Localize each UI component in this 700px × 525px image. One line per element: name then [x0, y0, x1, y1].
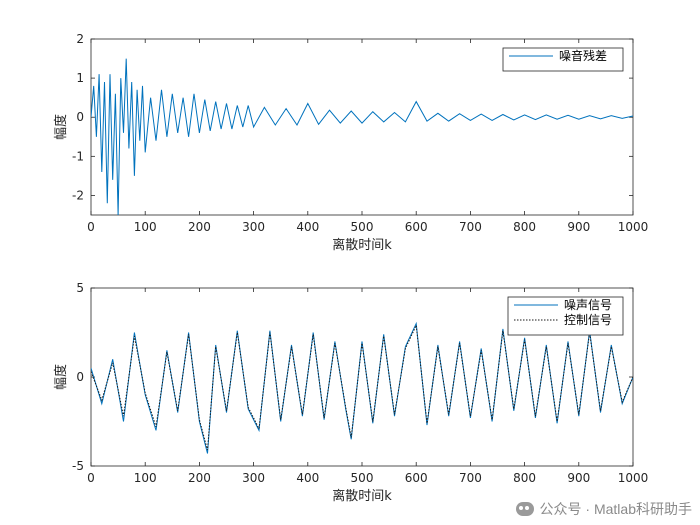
- x-tick-label: 400: [296, 471, 319, 485]
- y-tick-label: 2: [76, 32, 84, 46]
- legend-label: 控制信号: [564, 313, 612, 327]
- x-tick-label: 100: [134, 471, 157, 485]
- x-tick-label: 0: [87, 220, 95, 234]
- x-axis-label: 离散时间k: [332, 488, 392, 504]
- legend-box: [502, 47, 624, 72]
- x-tick-label: 200: [188, 220, 211, 234]
- x-tick-label: 500: [351, 471, 374, 485]
- x-tick-label: 500: [351, 220, 374, 234]
- x-tick-label: 300: [242, 471, 265, 485]
- x-tick-label: 900: [567, 220, 590, 234]
- x-tick-label: 400: [296, 220, 319, 234]
- x-tick-label: 600: [405, 471, 428, 485]
- y-axis-label: 幅度: [53, 364, 69, 390]
- x-tick-label: 200: [188, 471, 211, 485]
- legend-label: 噪音残差: [559, 48, 607, 63]
- series-line-1: [91, 58, 633, 215]
- x-axis-label: 离散时间k: [332, 237, 392, 253]
- x-tick-label: 800: [513, 471, 536, 485]
- x-tick-label: 1000: [618, 471, 649, 485]
- watermark-text: 公众号 · Matlab科研助手: [539, 501, 692, 517]
- legend-box: [507, 296, 624, 336]
- x-tick-label: 900: [567, 471, 590, 485]
- x-tick-label: 0: [87, 471, 95, 485]
- plot-noise-and-control: 0 100 200 300 400 500 600 700 800 900 1000-505离散时间…: [53, 281, 648, 504]
- x-tick-label: 700: [459, 220, 482, 234]
- wechat-icon: [515, 502, 534, 516]
- x-tick-label: 300: [242, 220, 265, 234]
- y-axis-label: 幅度: [53, 114, 69, 140]
- x-tick-label: 1000: [618, 220, 649, 234]
- y-tick-label: -2: [72, 188, 84, 202]
- x-tick-label: 600: [405, 220, 428, 234]
- y-tick-label: 0: [76, 370, 84, 384]
- legend-label: 噪声信号: [564, 298, 612, 312]
- y-tick-label: -5: [72, 459, 84, 473]
- x-tick-label: 800: [513, 220, 536, 234]
- y-tick-label: 1: [76, 71, 84, 85]
- y-tick-label: 5: [76, 281, 84, 295]
- y-tick-label: -1: [72, 149, 84, 163]
- series-line-2: [91, 323, 633, 451]
- plot-noise-residual: 0 100 200 300 400 500 600 700 800 900 1000 -2 -1 0 1 2 离…: [53, 32, 648, 253]
- watermark: 公众号 · Matlab科研助手: [515, 499, 692, 519]
- y-tick-label: 0: [76, 110, 84, 124]
- x-tick-label: 700: [459, 471, 482, 485]
- x-tick-label: 100: [134, 220, 157, 234]
